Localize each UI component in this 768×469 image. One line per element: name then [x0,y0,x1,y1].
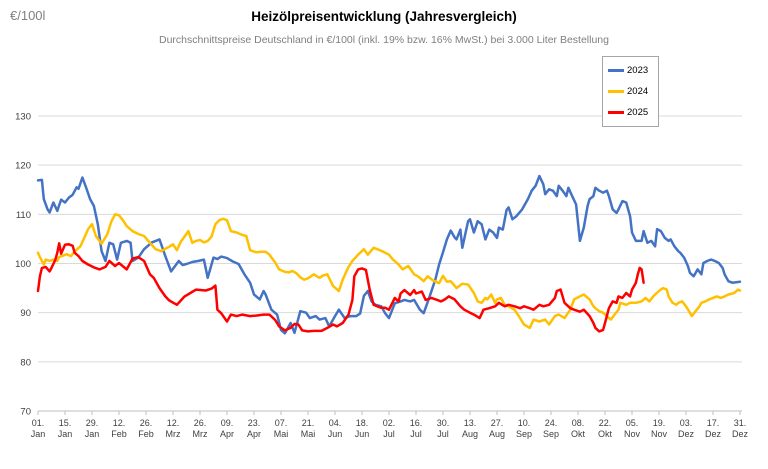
x-axis-label-8: 23. Apr [247,418,261,439]
x-axis-label-10: 21. Mai [301,418,316,439]
x-axis-label-7: 09. Apr [220,418,234,439]
y-axis-label-130: 130 [15,112,31,123]
legend-swatch-2024 [608,90,624,93]
x-axis-label-0: 01. Jan [31,418,46,439]
legend-label-2025: 2025 [627,107,649,118]
y-axis-label-120: 120 [15,161,31,172]
x-axis-label-1: 15. Jan [58,418,73,439]
legend: 2023 2024 2025 [602,56,659,127]
x-axis-label-13: 02. Jul [383,418,396,439]
y-axis-label-110: 110 [16,210,31,221]
x-axis-label-17: 27. Aug [489,418,505,439]
x-axis-label-22: 05. Nov [624,418,641,439]
y-axis-label-80: 80 [20,357,31,368]
y-axis-label-70: 70 [20,407,31,418]
x-axis-label-16: 13. Aug [462,418,478,439]
chart-subtitle: Durchschnittspreise Deutschland in €/100… [159,34,609,46]
series-line-2024 [36,213,742,330]
x-axis-label-23: 19. Nov [651,418,668,439]
x-axis-label-25: 17. Dez [705,418,722,439]
x-axis-label-20: 08. Okt [571,418,586,439]
legend-label-2023: 2023 [627,65,649,76]
legend-label-2024: 2024 [627,86,649,97]
series-line-2025 [36,242,645,333]
legend-swatch-2023 [608,69,624,72]
chart-title: Heizölpreisentwicklung (Jahresvergleich) [251,9,517,24]
legend-item-2024: 2024 [608,86,658,97]
y-axis-label-100: 100 [15,259,31,270]
x-axis-label-9: 07. Mai [274,418,289,439]
legend-item-2023: 2023 [608,65,658,76]
x-axis-label-18: 10. Sep [516,418,532,439]
x-axis-label-12: 18. Jun [355,418,370,439]
x-axis-label-6: 26. Mrz [193,418,208,439]
x-axis-label-2: 29. Jan [85,418,100,439]
x-axis-label-24: 03. Dez [678,418,695,439]
x-axis-label-3: 12. Feb [111,418,127,439]
x-axis-label-5: 12. Mrz [166,418,181,439]
x-axis-label-26: 31. Dez [732,418,749,439]
x-axis-label-15: 30. Jul [437,418,450,439]
legend-item-2025: 2025 [608,107,658,118]
y-axis-unit-label: €/100l [10,8,46,23]
x-axis-label-4: 26. Feb [138,418,154,439]
x-axis-label-21: 22. Okt [598,418,613,439]
legend-swatch-2025 [608,111,624,114]
y-axis-label-90: 90 [20,308,31,319]
x-axis-label-14: 16. Jul [410,418,423,439]
x-axis-label-19: 24. Sep [543,418,559,439]
x-axis-label-11: 04. Jun [328,418,343,439]
